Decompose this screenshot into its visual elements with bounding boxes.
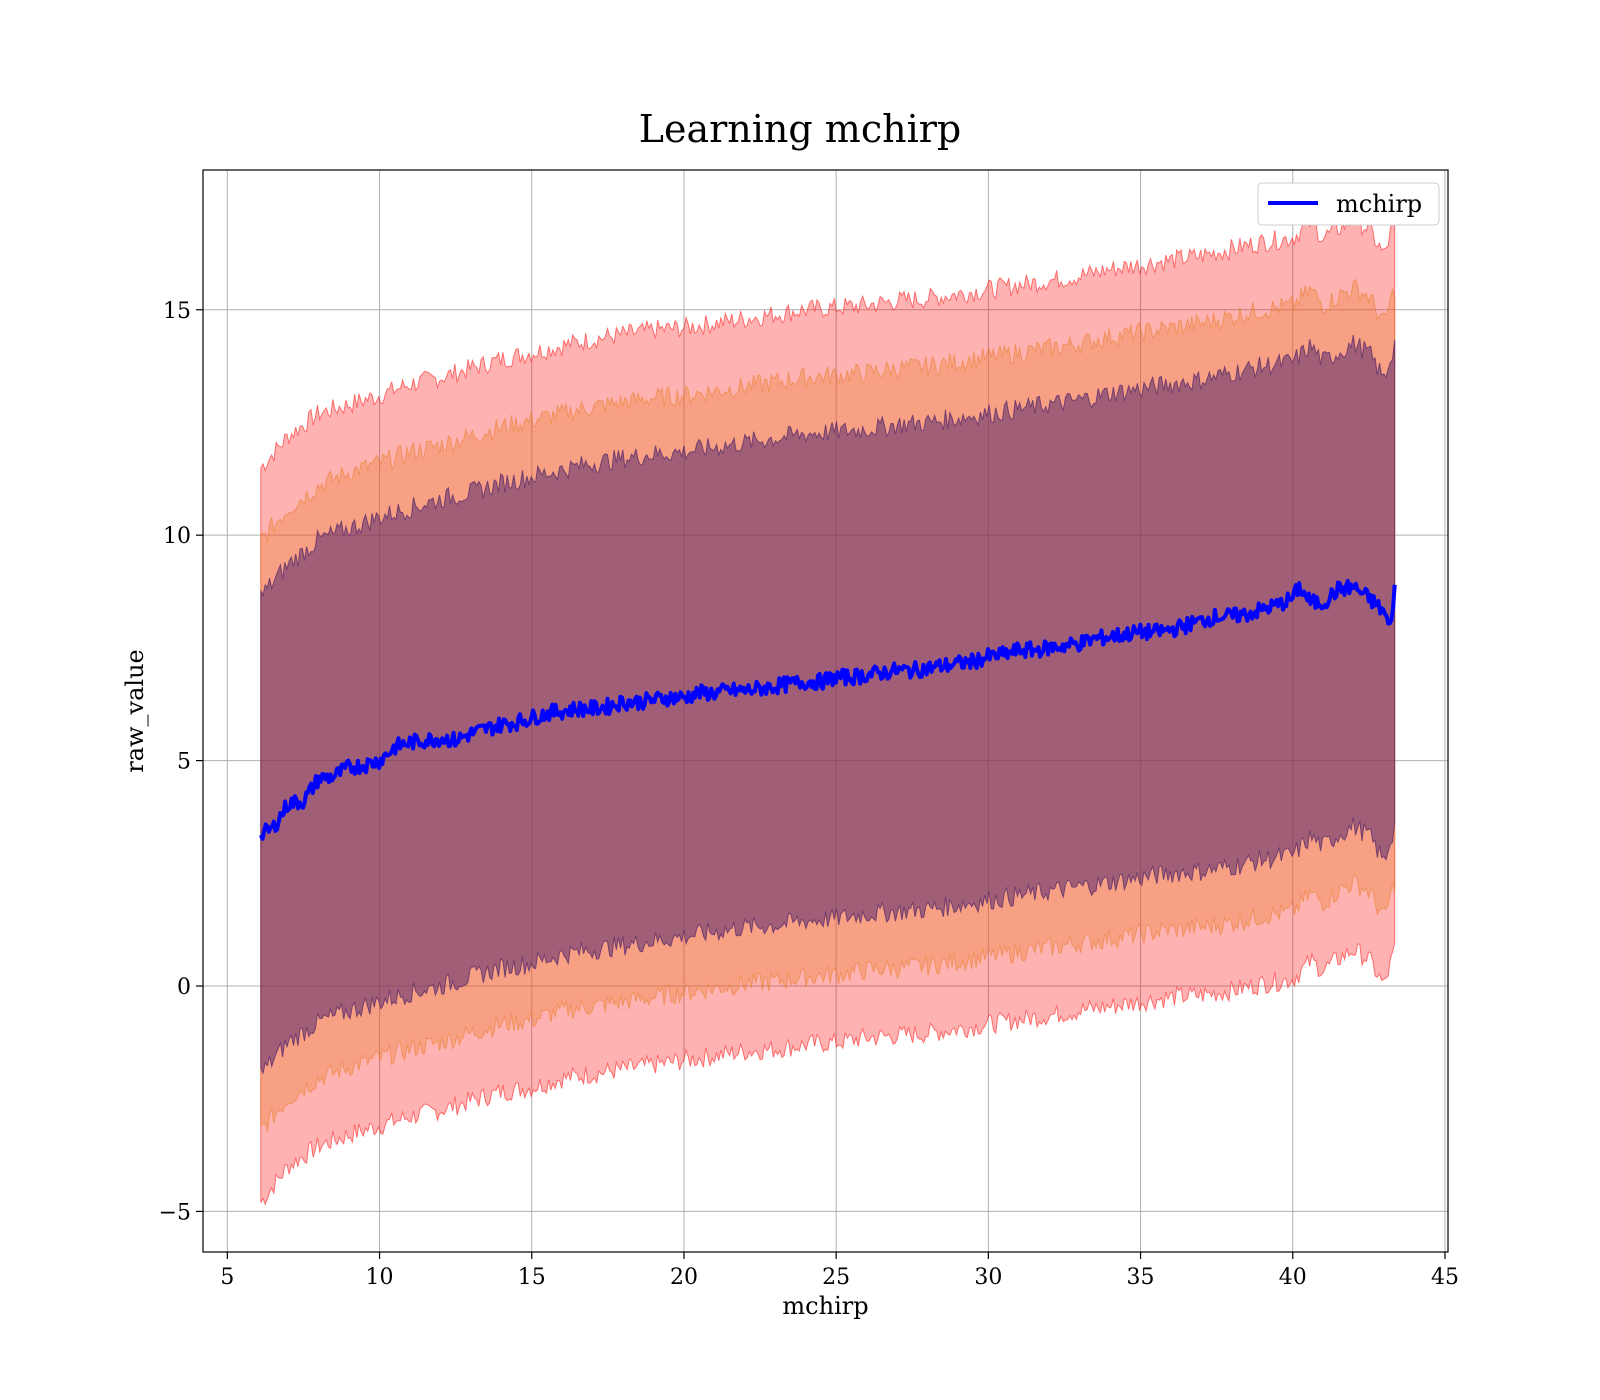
y-tick-label: 5 <box>177 750 191 775</box>
chart-title: Learning mchirp <box>639 107 961 151</box>
legend: mchirp <box>1257 182 1440 226</box>
y-tick-label: −5 <box>159 1200 191 1225</box>
x-tick-label: 35 <box>1127 1265 1155 1290</box>
x-tick-label: 45 <box>1431 1265 1459 1290</box>
x-axis-ticks: 5 10 15 20 25 30 35 40 45 <box>220 1252 1459 1290</box>
y-axis-label: raw_value <box>121 649 149 773</box>
series-lines <box>258 578 1397 841</box>
x-tick-label: 15 <box>518 1265 546 1290</box>
x-tick-label: 25 <box>822 1265 850 1290</box>
x-tick-label: 30 <box>974 1265 1002 1290</box>
y-tick-label: 10 <box>163 524 191 549</box>
x-tick-label: 40 <box>1279 1265 1307 1290</box>
y-tick-label: 0 <box>177 975 191 1000</box>
legend-label-mchirp: mchirp <box>1336 190 1422 218</box>
legend-box <box>1257 182 1440 226</box>
plot-frame <box>202 169 1449 1253</box>
y-tick-label: 15 <box>163 299 191 324</box>
x-tick-label: 20 <box>670 1265 698 1290</box>
series-line-mchirp <box>258 578 1397 841</box>
x-axis-label: mchirp <box>782 1292 868 1320</box>
x-tick-label: 5 <box>220 1265 234 1290</box>
confidence-bands <box>260 212 1396 1206</box>
y-axis-ticks: −5 0 5 10 15 <box>159 299 203 1225</box>
band-inner <box>260 334 1396 1075</box>
x-tick-label: 10 <box>366 1265 394 1290</box>
